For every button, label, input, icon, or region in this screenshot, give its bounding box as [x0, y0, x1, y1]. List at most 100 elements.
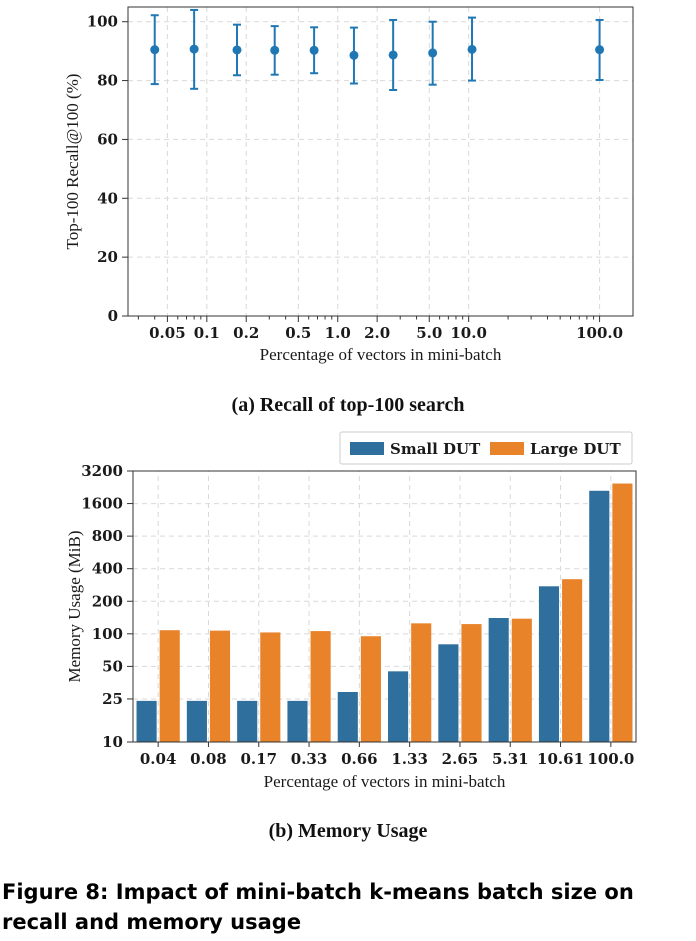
- recall-chart-x-tick-label: 0.5: [285, 324, 311, 342]
- recall-chart-y-label: Top-100 Recall@100 (%): [63, 74, 82, 250]
- recall-point-group: [270, 25, 280, 76]
- memory-chart-y-tick-label: 200: [92, 592, 123, 610]
- memory-chart-x-tick-label: 0.04: [140, 750, 177, 768]
- memory-chart-x-tick-label: 10.61: [537, 750, 584, 768]
- memory-chart-x-tick-label: 5.31: [492, 750, 529, 768]
- memory-chart-y-tick-label: 1600: [81, 495, 123, 513]
- large-dut-bar: [310, 631, 331, 742]
- recall-chart-y-tick-label: 80: [97, 72, 118, 90]
- small-dut-bar: [438, 644, 459, 742]
- recall-chart-plot-area: [127, 6, 634, 317]
- memory-chart-y-tick-label: 100: [92, 625, 123, 643]
- small-dut-bar: [538, 586, 560, 742]
- recall-point-group: [595, 18, 605, 81]
- memory-chart-legend: Small DUT Large DUT: [339, 431, 633, 465]
- recall-point-group: [467, 16, 477, 82]
- large-dut-bar: [562, 579, 583, 742]
- recall-chart-x-tick-label: 0.1: [194, 324, 220, 342]
- small-dut-bar: [488, 618, 509, 742]
- memory-chart-y-label: Memory Usage (MiB): [65, 530, 84, 682]
- recall-point: [349, 50, 359, 60]
- memory-chart-y-tick-label: 400: [92, 560, 123, 578]
- recall-point-group: [388, 18, 398, 91]
- recall-chart: 0.05 0.1 0.2 0.5 1.0 2.0 5.0 10.0 100.0 0 20 40 60 8…: [63, 6, 634, 416]
- recall-chart-y-tick-label: 100: [87, 13, 118, 31]
- recall-chart-y-tick-label: 0: [108, 307, 118, 325]
- memory-chart-y-axis: 10 25 50 100 200 400 800 1600 3200: [81, 462, 133, 751]
- recall-point: [388, 50, 398, 60]
- recall-point-group: [150, 14, 160, 86]
- recall-chart-subcaption: (a) Recall of top-100 search: [232, 394, 465, 416]
- large-dut-bar: [360, 636, 381, 742]
- recall-point: [232, 45, 242, 55]
- legend-swatch-large-dut: [490, 442, 524, 455]
- figure-caption: Figure 8: Impact of mini-batch k-means b…: [2, 880, 634, 934]
- recall-chart-x-tick-label: 100.0: [576, 324, 623, 342]
- small-dut-bar: [237, 700, 258, 742]
- large-dut-bar: [209, 630, 231, 742]
- legend-swatch-small-dut: [350, 442, 384, 455]
- small-dut-bar: [337, 691, 358, 742]
- large-dut-bar: [511, 618, 532, 742]
- recall-chart-y-tick-label: 60: [97, 130, 118, 148]
- small-dut-bar: [589, 490, 610, 742]
- recall-chart-x-tick-label: 10.0: [450, 324, 487, 342]
- recall-chart-x-label: Percentage of vectors in mini-batch: [260, 345, 502, 364]
- memory-chart-x-tick-label: 100.0: [587, 750, 634, 768]
- memory-chart-x-tick-label: 0.33: [291, 750, 328, 768]
- recall-chart-points: [150, 8, 605, 91]
- memory-chart-x-tick-label: 0.08: [190, 750, 227, 768]
- memory-chart-y-tick-label: 25: [102, 690, 123, 708]
- recall-chart-y-tick-label: 20: [97, 248, 118, 266]
- memory-chart-bars: [136, 483, 633, 742]
- memory-chart-x-tick-label: 2.65: [442, 750, 479, 768]
- recall-point: [309, 45, 319, 55]
- legend-label-large-dut: Large DUT: [530, 440, 622, 458]
- memory-chart-y-tick-label: 3200: [81, 462, 123, 480]
- recall-point-group: [232, 23, 242, 77]
- memory-chart-x-tick-label: 1.33: [391, 750, 428, 768]
- recall-point-group: [349, 26, 359, 85]
- memory-chart-subcaption: (b) Memory Usage: [269, 820, 428, 842]
- recall-chart-grid: [128, 7, 633, 316]
- small-dut-bar: [287, 700, 308, 742]
- large-dut-bar: [411, 623, 432, 742]
- recall-point: [595, 45, 605, 55]
- recall-chart-x-tick-label: 1.0: [325, 324, 351, 342]
- memory-chart-x-tick-label: 0.66: [341, 750, 378, 768]
- memory-chart-x-axis: 0.04 0.08 0.17 0.33 0.66 1.33 2.65 5.31 10.61 100…: [140, 742, 634, 768]
- small-dut-bar: [388, 671, 409, 742]
- recall-chart-y-tick-label: 40: [97, 189, 118, 207]
- recall-chart-x-tick-label: 0.05: [149, 324, 186, 342]
- memory-chart-x-label: Percentage of vectors in mini-batch: [264, 772, 506, 791]
- recall-point-group: [428, 20, 438, 86]
- small-dut-bar: [136, 700, 157, 742]
- memory-chart-y-tick-label: 10: [102, 733, 123, 751]
- memory-chart-y-tick-label: 50: [102, 657, 123, 675]
- memory-chart-y-tick-label: 800: [92, 527, 123, 545]
- small-dut-bar: [186, 700, 207, 742]
- large-dut-bar: [260, 632, 281, 742]
- recall-point: [189, 44, 199, 54]
- recall-point: [150, 45, 160, 55]
- large-dut-bar: [461, 624, 482, 742]
- recall-chart-x-tick-label: 0.2: [233, 324, 259, 342]
- recall-point: [270, 45, 280, 55]
- recall-chart-x-axis: 0.05 0.1 0.2 0.5 1.0 2.0 5.0 10.0 100.0: [137, 316, 623, 342]
- recall-chart-y-axis: 0 20 40 60 80 100: [87, 13, 128, 325]
- legend-label-small-dut: Small DUT: [390, 440, 481, 458]
- recall-point: [467, 44, 477, 54]
- legend-box: [339, 431, 633, 465]
- recall-point-group: [309, 26, 319, 75]
- memory-chart-plot-area: [132, 470, 637, 743]
- memory-chart-x-tick-label: 0.17: [240, 750, 277, 768]
- memory-chart-grid: [133, 470, 636, 742]
- large-dut-bar: [159, 630, 180, 742]
- large-dut-bar: [612, 483, 633, 742]
- recall-chart-x-tick-label: 2.0: [364, 324, 390, 342]
- recall-point: [428, 48, 438, 58]
- recall-chart-x-tick-label: 5.0: [416, 324, 442, 342]
- recall-point-group: [189, 8, 199, 90]
